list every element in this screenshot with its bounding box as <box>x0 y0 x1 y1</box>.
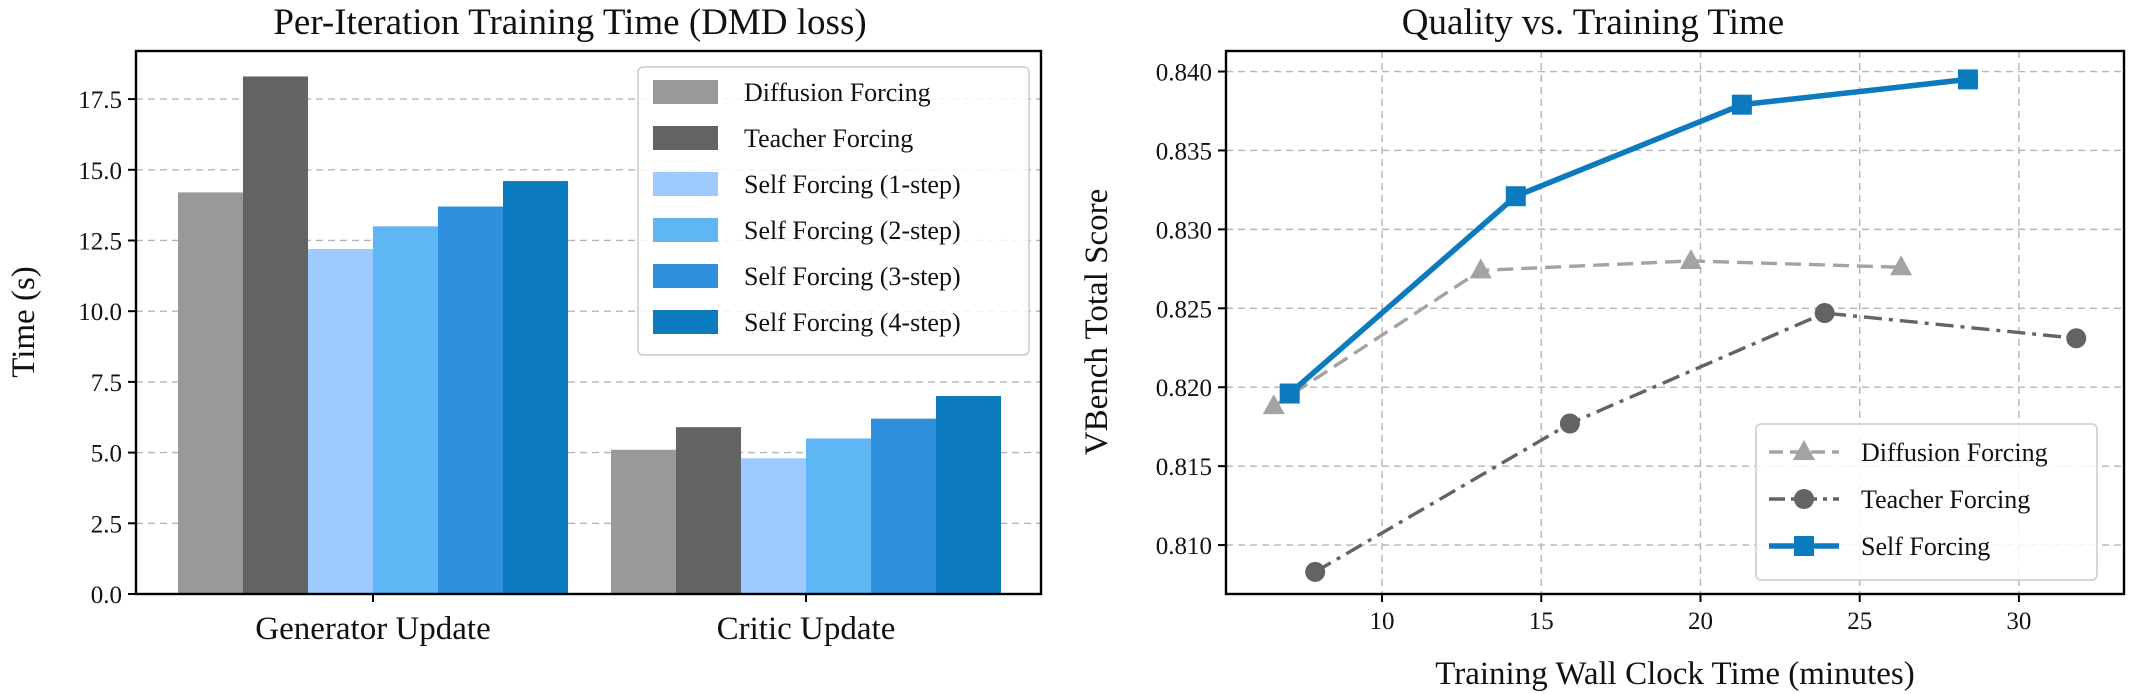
legend-label-teacher-forcing: Teacher Forcing <box>1861 485 2030 514</box>
line-chart-legend-box <box>1755 423 2098 581</box>
legend-label-diffusion-forcing: Diffusion Forcing <box>744 78 931 107</box>
bar-chart-y-ticks: 0.0 2.5 5.0 7.5 10.0 12.5 15.0 17.5 <box>78 87 136 609</box>
bar-self-forcing-1-step-generator-update <box>308 248 373 594</box>
legend-swatch-teacher-forcing <box>653 126 718 150</box>
bar-chart: Per-Iteration Training Time (DMD loss) 0… <box>6 2 1043 647</box>
series-point-diffusion-forcing <box>1262 394 1285 415</box>
bar-chart-legend-box <box>637 66 1030 356</box>
series-point-self-forcing <box>1279 383 1300 404</box>
line-chart-x-tick-label: 25 <box>1847 608 1872 635</box>
legend-marker-self-forcing <box>1794 536 1814 556</box>
line-chart-series <box>1262 69 2087 582</box>
bar-chart-x-tick-label: Critic Update <box>717 611 896 647</box>
line-chart-y-ticks: 0.810 0.815 0.820 0.825 0.830 0.835 0.840 <box>1156 60 1226 560</box>
line-chart-y-tick-label: 0.810 <box>1156 533 1212 560</box>
bar-chart-y-tick-label: 15.0 <box>78 158 122 185</box>
line-chart-frame <box>1224 49 2126 596</box>
line-chart-x-tick-label: 15 <box>1529 608 1554 635</box>
bar-chart-y-tick-label: 0.0 <box>91 582 122 609</box>
bar-chart-frame <box>134 49 1043 596</box>
line-chart-x-ticks: 10 15 20 25 30 <box>1370 594 2031 635</box>
bar-chart-bars <box>178 76 1001 594</box>
legend-label-self-forcing-4-step: Self Forcing (4-step) <box>744 308 961 337</box>
bar-teacher-forcing-critic-update <box>676 427 741 594</box>
series-point-self-forcing <box>1731 94 1752 115</box>
line-chart-x-tick-label: 20 <box>1688 608 1713 635</box>
series-point-diffusion-forcing <box>1890 255 1913 276</box>
legend-marker-teacher-forcing <box>1794 489 1814 509</box>
series-line-teacher-forcing <box>1314 311 2077 574</box>
bar-chart-x-ticks: Generator Update Critic Update <box>255 594 895 647</box>
line-chart-legend: Diffusion Forcing Teacher Forcing Self For… <box>1755 423 2098 581</box>
series-point-self-forcing <box>1957 69 1978 90</box>
legend-label-self-forcing: Self Forcing <box>1861 532 1990 561</box>
bar-chart-y-tick-label: 17.5 <box>78 87 122 114</box>
bar-self-forcing-3-step-critic-update <box>871 418 936 594</box>
series-point-diffusion-forcing <box>1679 248 1702 269</box>
series-point-self-forcing <box>1505 186 1526 207</box>
legend-label-self-forcing-2-step: Self Forcing (2-step) <box>744 216 961 245</box>
legend-swatch-self-forcing-4-step <box>653 310 718 334</box>
legend-swatch-diffusion-forcing <box>653 80 718 104</box>
line-chart-x-tick-label: 10 <box>1370 608 1395 635</box>
legend-swatch-self-forcing-3-step <box>653 264 718 288</box>
line-chart-title: Quality vs. Training Time <box>1402 2 1784 43</box>
bar-self-forcing-1-step-critic-update <box>741 458 806 594</box>
bar-chart-legend: Diffusion Forcing Teacher Forcing Self For… <box>637 66 1030 356</box>
bar-self-forcing-3-step-generator-update <box>438 206 503 594</box>
legend-label-self-forcing-1-step: Self Forcing (1-step) <box>744 170 961 199</box>
legend-marker-diffusion-forcing <box>1793 440 1815 460</box>
line-chart-y-tick-label: 0.840 <box>1156 60 1212 87</box>
line-chart: Quality vs. Training Time 0.810 0.815 0.82… <box>1079 2 2126 692</box>
bar-self-forcing-4-step-generator-update <box>503 181 568 594</box>
line-chart-y-axis-label: VBench Total Score <box>1079 189 1115 456</box>
line-chart-y-tick-label: 0.815 <box>1156 454 1212 481</box>
series-point-teacher-forcing <box>1305 561 1326 582</box>
bar-self-forcing-4-step-critic-update <box>936 396 1001 594</box>
line-chart-x-tick-label: 30 <box>2006 608 2031 635</box>
bar-teacher-forcing-generator-update <box>243 76 308 594</box>
bar-diffusion-forcing-critic-update <box>611 449 676 594</box>
series-point-teacher-forcing <box>2066 328 2087 349</box>
bar-chart-y-tick-label: 10.0 <box>78 299 122 326</box>
line-chart-y-tick-label: 0.825 <box>1156 296 1212 323</box>
legend-swatch-self-forcing-2-step <box>653 218 718 242</box>
legend-label-diffusion-forcing: Diffusion Forcing <box>1861 438 2048 467</box>
bar-chart-y-tick-label: 12.5 <box>78 228 122 255</box>
bar-diffusion-forcing-generator-update <box>178 192 243 594</box>
line-chart-y-tick-label: 0.820 <box>1156 375 1212 402</box>
series-line-diffusion-forcing <box>1272 259 1902 408</box>
line-chart-x-axis-label: Training Wall Clock Time (minutes) <box>1435 656 1915 692</box>
bar-self-forcing-2-step-generator-update <box>373 226 438 594</box>
bar-chart-title: Per-Iteration Training Time (DMD loss) <box>273 2 866 43</box>
bar-chart-y-tick-label: 7.5 <box>91 370 122 397</box>
series-point-diffusion-forcing <box>1469 258 1492 279</box>
bar-self-forcing-2-step-critic-update <box>806 438 871 594</box>
legend-swatch-self-forcing-1-step <box>653 172 718 196</box>
bar-chart-y-tick-label: 2.5 <box>91 511 122 538</box>
bar-chart-y-axis-label: Time (s) <box>6 266 42 378</box>
bar-chart-y-tick-label: 5.0 <box>91 441 122 468</box>
line-chart-y-tick-label: 0.830 <box>1156 217 1212 244</box>
line-chart-y-tick-label: 0.835 <box>1156 138 1212 165</box>
series-point-teacher-forcing <box>1559 413 1580 434</box>
series-point-teacher-forcing <box>1814 303 1835 324</box>
bar-chart-x-tick-label: Generator Update <box>255 611 490 647</box>
legend-label-self-forcing-3-step: Self Forcing (3-step) <box>744 262 961 291</box>
series-line-self-forcing <box>1287 76 1969 396</box>
legend-label-teacher-forcing: Teacher Forcing <box>744 124 913 153</box>
